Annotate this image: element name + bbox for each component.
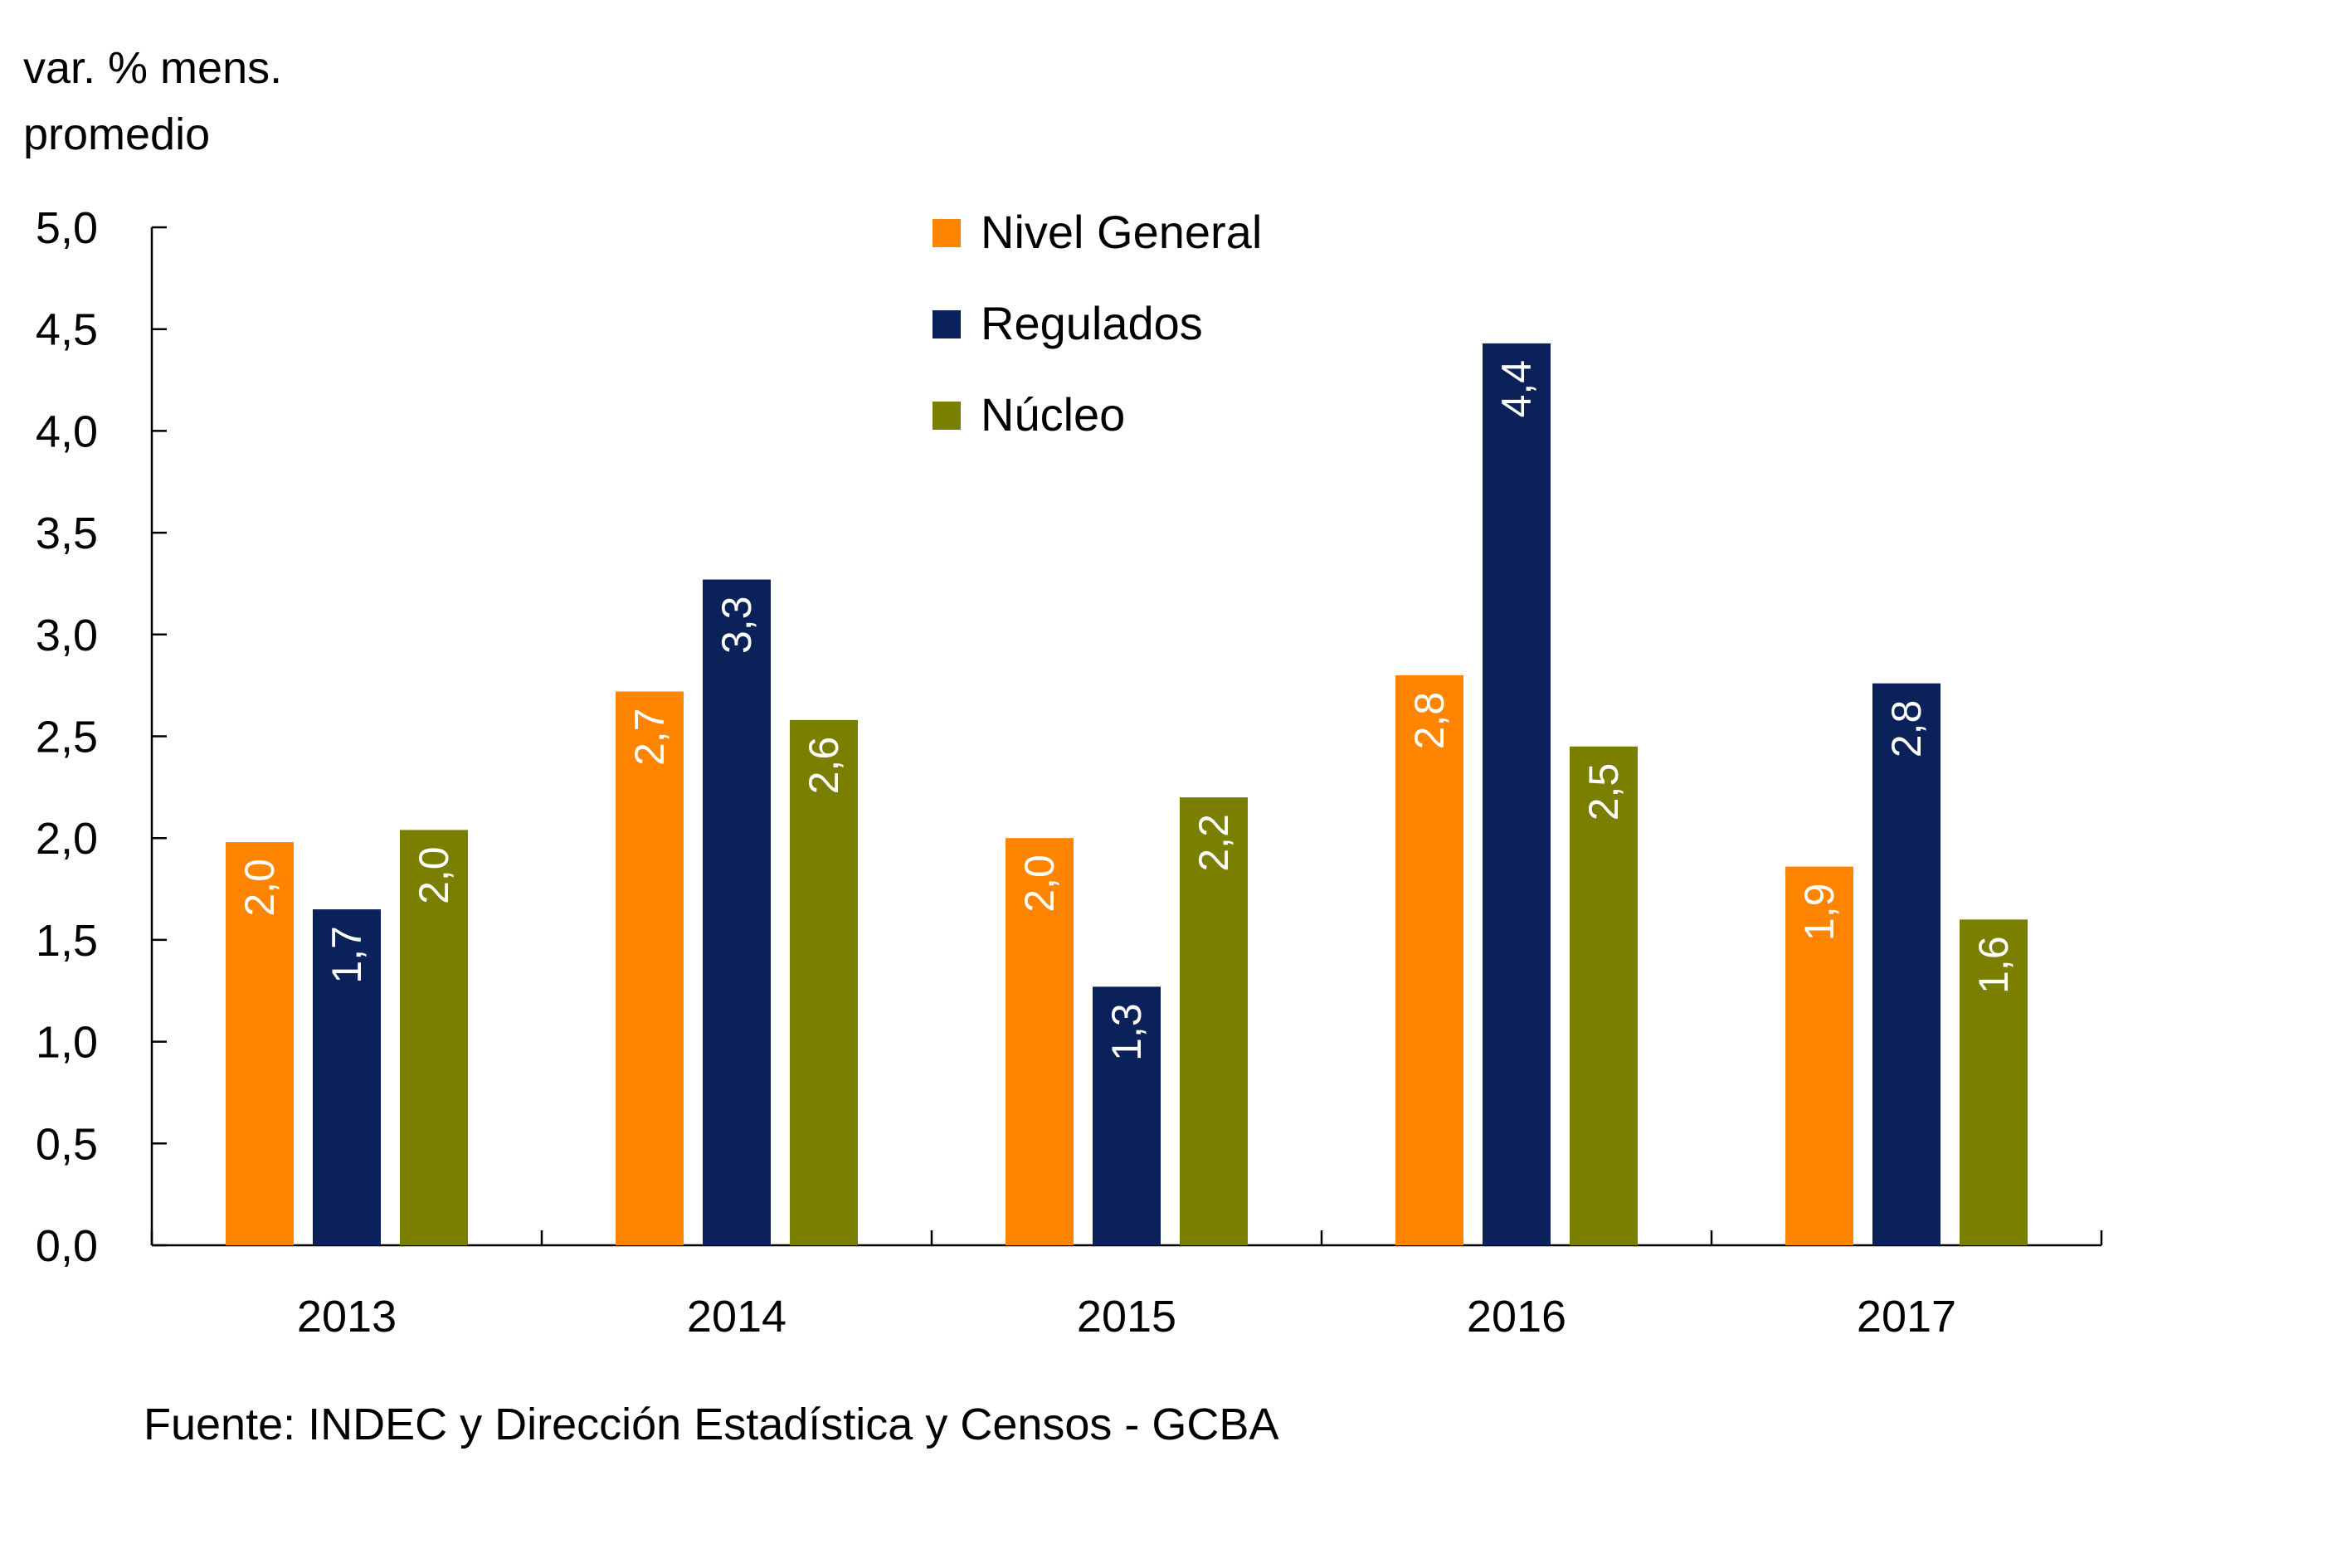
bar-nivel-general-2013 [226, 842, 294, 1245]
legend: Nivel General Regulados Núcleo [933, 206, 1262, 441]
bar-n-cleo-2017 [1960, 919, 2028, 1245]
bar-nivel-general-2014 [616, 691, 684, 1245]
bar-nivel-general-2017 [1785, 866, 1853, 1245]
data-label: 1,3 [1103, 1003, 1150, 1061]
y-axis-label-line-2: promedio [23, 110, 210, 159]
legend-swatch-nivel-general [933, 219, 961, 247]
data-label: 2,7 [626, 709, 673, 767]
bar-regulados-2015 [1093, 986, 1161, 1245]
x-tick-label: 2016 [1467, 1292, 1566, 1342]
legend-label: Núcleo [981, 388, 1125, 441]
y-axis-label-line-1: var. % mens. [23, 43, 282, 93]
bars: 2,0 2,7 2,0 2,8 1,9 1,7 3,3 1,3 4,4 2,8 2,0 2,6 2,2 2… [226, 343, 2028, 1246]
legend-label: Nivel General [981, 206, 1262, 258]
x-axis: 2013 2014 2015 2016 2017 [150, 1230, 2103, 1342]
x-tick-label: 2015 [1077, 1292, 1176, 1342]
bar-nivel-general-2015 [1006, 838, 1074, 1245]
data-label: 2,8 [1883, 700, 1930, 758]
y-tick-label: 1,5 [36, 916, 98, 966]
bar-n-cleo-2013 [400, 830, 468, 1245]
data-label: 2,0 [411, 846, 457, 904]
data-label: 4,4 [1493, 360, 1540, 418]
y-tick-label: 0,0 [36, 1221, 98, 1271]
bar-n-cleo-2014 [790, 719, 858, 1245]
data-label: 1,9 [1796, 884, 1843, 942]
x-tick-label: 2013 [297, 1292, 397, 1342]
x-tick-label: 2017 [1857, 1292, 1956, 1342]
legend-swatch-regulados [933, 310, 961, 338]
data-label: 2,2 [1191, 814, 1237, 872]
bar-regulados-2013 [313, 909, 381, 1245]
data-label: 2,8 [1406, 692, 1453, 750]
y-tick-label: 2,5 [36, 713, 98, 762]
data-label: 3,3 [713, 597, 760, 655]
data-label: 1,6 [1970, 936, 2017, 994]
y-tick-label: 0,5 [36, 1119, 98, 1169]
y-tick-label: 3,0 [36, 611, 98, 660]
bar-regulados-2014 [703, 579, 771, 1245]
bar-regulados-2016 [1483, 343, 1551, 1246]
y-tick-label: 4,0 [36, 407, 98, 456]
bar-nivel-general-2016 [1395, 674, 1463, 1245]
data-label: 1,7 [324, 926, 370, 984]
source-note: Fuente: INDEC y Dirección Estadística y … [144, 1400, 1278, 1449]
data-label: 2,0 [1016, 855, 1063, 913]
legend-swatch-n-cleo [933, 402, 961, 430]
y-tick-label: 1,0 [36, 1018, 98, 1068]
y-tick-label: 5,0 [36, 203, 98, 253]
y-tick-label: 3,5 [36, 509, 98, 558]
y-tick-label: 4,5 [36, 305, 98, 355]
x-tick-label: 2014 [687, 1292, 786, 1342]
y-tick-label: 2,0 [36, 814, 98, 864]
y-axis: 0,0 0,5 1,0 1,5 2,0 2,5 3,0 3,5 4,0 4,5 5,0 [36, 203, 167, 1271]
data-label: 2,0 [236, 859, 283, 917]
bar-regulados-2017 [1872, 683, 1941, 1245]
legend-label: Regulados [981, 297, 1203, 349]
data-label: 2,6 [801, 737, 847, 795]
data-label: 2,5 [1580, 763, 1627, 821]
bar-n-cleo-2016 [1570, 746, 1638, 1245]
bar-n-cleo-2015 [1180, 797, 1248, 1245]
